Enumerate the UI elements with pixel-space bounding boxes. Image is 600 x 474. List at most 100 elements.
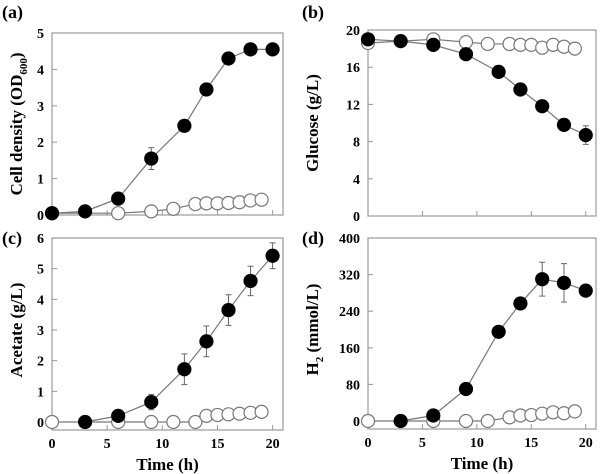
data-point-open [480,36,495,52]
data-point-open [166,414,181,430]
y-tick-label: 1 [37,173,44,188]
data-point-open [144,414,159,430]
data-point-filled [199,82,214,97]
y-tick-label: 3 [37,324,44,339]
data-point-filled [265,248,280,263]
y-tick-label: 12 [346,98,360,113]
panel-d: 0 5 10 15 20 0 80 160 240 320 400 (d) Time (h) H2 (mm… [302,228,597,473]
data-point-filled [77,204,93,219]
data-point-filled [458,47,474,62]
data-point-filled [199,334,214,349]
data-point-open [360,413,376,429]
data-point-filled [177,118,192,133]
y-tick-label: 0 [37,416,44,431]
data-point-filled [535,272,550,287]
y-axis-label: Glucose (g/L) [303,74,322,172]
y-tick-label: 5 [37,27,44,42]
panel-label: (c) [2,228,22,249]
data-point-filled [393,34,408,49]
x-tick-label: 10 [155,437,169,452]
data-point-open [44,414,60,430]
plot-frame [367,29,597,217]
x-tick-label: 20 [579,436,593,451]
y-axis-label-text: Cell density (OD [7,75,26,196]
data-point-filled [578,127,593,143]
data-point-filled [513,82,528,97]
y-tick-label: 16 [346,61,360,76]
data-point-filled [144,151,159,166]
y-tick-label: 0 [353,210,360,225]
y-tick-label: 80 [346,378,360,393]
y-axis-label-text: Acetate (g/L) [7,283,26,378]
data-point-filled [556,275,572,290]
y-tick-label: 4 [37,293,44,308]
x-tick-label: 15 [524,436,538,451]
y-axis-label-text: Glucose (g/L) [303,74,322,172]
data-point-filled [144,394,159,410]
data-point-filled [556,117,572,132]
series-line-filled [400,278,586,422]
plot-frame [367,237,597,430]
data-point-open [254,404,269,419]
y-axis-label-text: H [303,362,322,375]
y-axis-label: Cell density (OD600) [7,52,30,195]
plot-frame [51,237,284,431]
y-axis-label-tail: (mmol/L) [303,284,322,357]
data-point-filled [513,296,528,311]
y-tick-label: 3 [37,100,44,115]
x-tick-label: 10 [470,436,484,451]
x-tick-label: 5 [419,436,426,451]
data-point-open [111,206,126,221]
panel-b: 0 4 8 12 16 20 (b) Glucose (g/L) [302,2,597,225]
data-point-open [480,413,495,429]
data-point-filled [221,302,236,318]
y-tick-label: 400 [339,232,360,247]
panel-label: (a) [2,2,23,23]
x-tick-label: 0 [365,436,372,451]
y-tick-label: 6 [37,232,44,247]
data-point-filled [77,414,93,430]
x-tick-label: 5 [104,437,111,452]
y-tick-label: 20 [346,24,360,39]
data-point-open [458,34,474,50]
x-tick-label: 15 [210,437,224,452]
y-tick-label: 2 [37,355,44,370]
y-tick-label: 320 [339,269,360,284]
data-point-filled [111,408,126,423]
data-point-filled [265,42,280,57]
data-point-open [166,201,181,216]
panel-label: (b) [302,2,324,23]
data-point-filled [111,191,126,206]
data-point-filled [221,51,236,66]
y-axis-label: Acetate (g/L) [7,283,26,378]
data-point-open [458,413,474,429]
y-axis-label-subscript: 600 [18,58,30,75]
plot-frame [51,32,284,216]
data-point-filled [426,408,441,423]
y-tick-label: 160 [339,342,360,357]
data-point-open [188,414,203,430]
series-line-filled [367,38,586,136]
data-point-filled [243,273,258,289]
panel-a: 0 1 2 3 4 5 (a) Cell density (OD600) [2,2,284,224]
data-point-open [144,204,159,219]
panel-c: 0 5 10 15 20 0 1 2 3 4 5 6 (c) Time (h) Acetate (g/L) [2,228,284,474]
y-tick-label: 0 [37,209,44,224]
y-tick-label: 8 [353,136,360,151]
x-tick-label: 0 [49,437,56,452]
data-point-filled [393,413,408,429]
x-axis-label: Time (h) [451,454,514,473]
y-tick-label: 240 [339,305,360,320]
y-axis-label-subscript: 2 [314,356,326,362]
data-point-filled [177,362,192,377]
data-point-filled [535,99,550,114]
data-point-filled [426,37,441,52]
series-line-filled [51,48,273,214]
data-point-open [567,404,582,419]
panel-label: (d) [302,228,324,249]
x-axis-label: Time (h) [136,455,199,474]
y-tick-label: 0 [353,415,360,430]
data-point-filled [491,324,506,339]
data-point-filled [578,283,593,298]
